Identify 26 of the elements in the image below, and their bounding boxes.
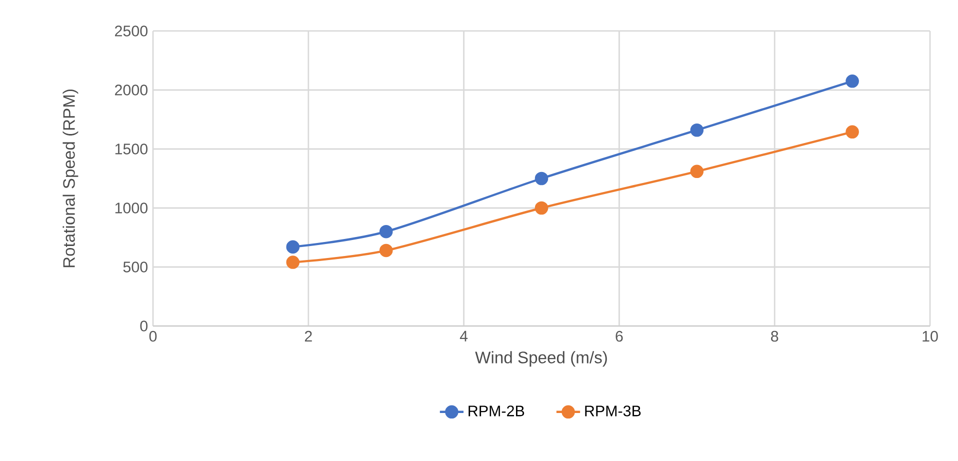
- y-tick-label: 2000: [115, 84, 148, 96]
- point: [379, 224, 393, 238]
- y-axis-title: Rotational Speed (RPM): [62, 90, 78, 268]
- point: [379, 244, 393, 258]
- point: [690, 123, 704, 137]
- y-tick-label: 500: [123, 262, 148, 272]
- x-tick-label: 2: [304, 330, 312, 342]
- point: [690, 164, 704, 178]
- x-tick-label: 10: [922, 330, 938, 342]
- legend-label: RPM-3B: [585, 406, 641, 416]
- x-tick-label: 6: [616, 330, 623, 342]
- point: [286, 240, 300, 254]
- x-axis-title: Wind Speed (m/s): [475, 351, 607, 367]
- x-tick-label: 4: [460, 330, 468, 342]
- point: [534, 201, 548, 215]
- y-tick-label: 1500: [115, 144, 148, 154]
- y-tick-label: 0: [140, 320, 148, 332]
- point: [846, 125, 859, 139]
- x-tick-label: 0: [149, 330, 157, 342]
- legend-label: RPM-2B: [468, 406, 524, 416]
- y-tick-label: 1000: [115, 202, 148, 214]
- point: [534, 172, 548, 186]
- point: [846, 74, 859, 88]
- point: [286, 256, 300, 269]
- y-tick-label: 2500: [115, 26, 148, 36]
- x-tick-label: 8: [771, 330, 778, 342]
